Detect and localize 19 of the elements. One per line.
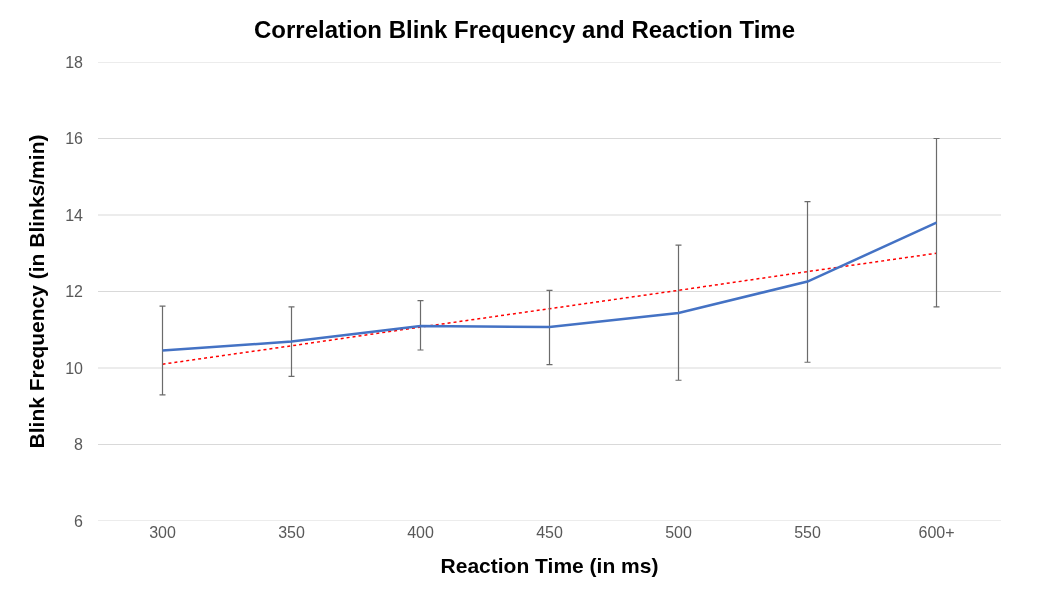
line-series bbox=[161, 252, 938, 365]
x-tick-label: 550 bbox=[794, 524, 821, 541]
y-tick-label: 6 bbox=[74, 512, 84, 530]
x-tick-label: 600+ bbox=[918, 524, 955, 541]
y-tick-label: 14 bbox=[65, 206, 84, 224]
y-axis-title: Blink Frequency (in Blinks/min) bbox=[25, 134, 49, 449]
y-tick-label: 12 bbox=[65, 283, 84, 301]
y-tick-label: 10 bbox=[65, 359, 84, 377]
y-tick-label: 18 bbox=[65, 53, 84, 71]
line-series bbox=[161, 221, 938, 352]
x-tick-label: 350 bbox=[278, 524, 305, 541]
chart-title: Correlation Blink Frequency and Reaction Time bbox=[253, 15, 796, 43]
x-tick-label: 300 bbox=[149, 524, 176, 541]
y-tick-label: 16 bbox=[65, 130, 84, 148]
x-tick-label: 400 bbox=[407, 524, 434, 541]
x-axis-title: Reaction Time (in ms) bbox=[440, 554, 659, 578]
x-tick-label: 450 bbox=[536, 524, 563, 541]
x-tick-label: 500 bbox=[665, 524, 692, 541]
y-tick-label: 8 bbox=[74, 436, 84, 454]
